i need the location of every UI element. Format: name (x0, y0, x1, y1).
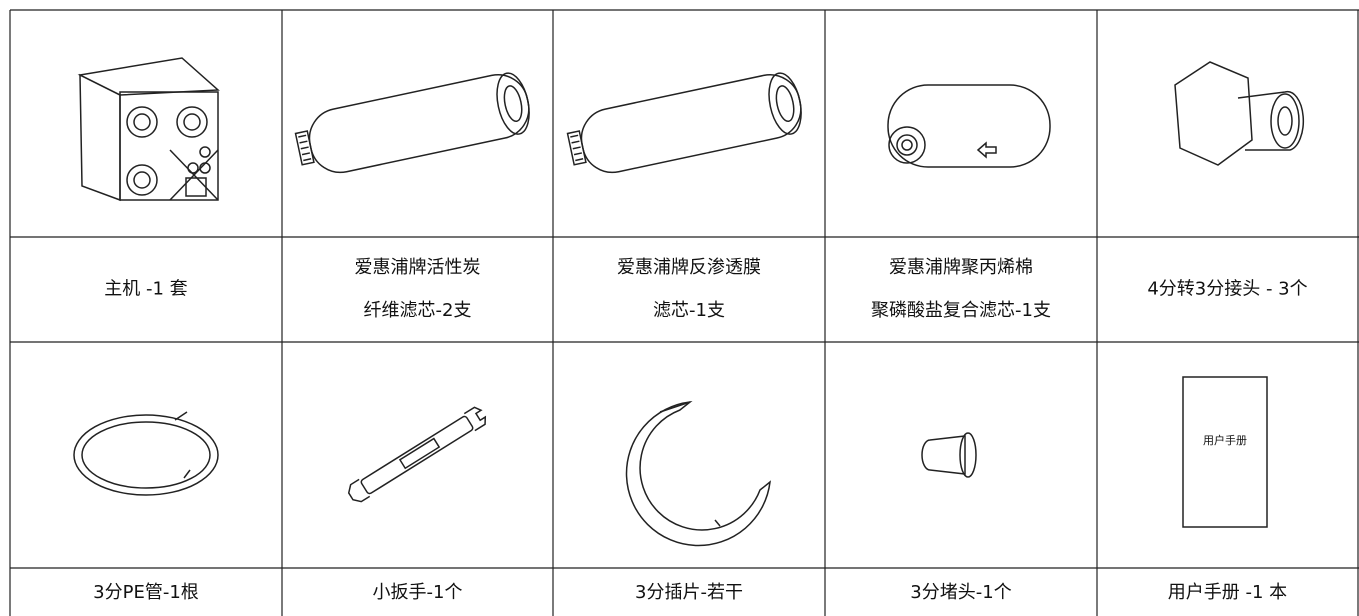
filter-icon (566, 72, 802, 174)
item-label: 3分堵头-1个 (910, 582, 1011, 603)
item-label: 纤维滤芯-2支 (364, 300, 472, 321)
item-label: 小扳手-1个 (373, 582, 463, 603)
host-icon (77, 57, 220, 202)
tube-icon (73, 411, 219, 496)
item-label: 爱惠浦牌聚丙烯棉 (889, 257, 1033, 278)
filter-icon (887, 84, 1051, 168)
item-label: 滤芯-1支 (653, 300, 725, 321)
wrench-icon (347, 406, 487, 503)
filter-icon (294, 72, 530, 174)
table-grid (9, 9, 1359, 616)
item-label: 聚磷酸盐复合滤芯-1支 (871, 300, 1051, 321)
manual-cover-text: 用户手册 (1203, 433, 1247, 447)
item-label: 4分转3分接头 - 3个 (1147, 279, 1307, 300)
clip-icon (625, 400, 771, 547)
item-label: 爱惠浦牌反渗透膜 (617, 257, 761, 278)
adapter-icon (1174, 61, 1305, 166)
item-label: 用户手册 -1 本 (1168, 582, 1287, 603)
manual-icon: 用户手册 (1182, 376, 1268, 528)
item-label: 3分插片-若干 (635, 582, 743, 603)
item-label: 主机 -1 套 (104, 279, 187, 300)
item-label: 3分PE管-1根 (93, 582, 199, 603)
item-label: 爱惠浦牌活性炭 (355, 257, 481, 278)
plug-icon (921, 432, 977, 478)
